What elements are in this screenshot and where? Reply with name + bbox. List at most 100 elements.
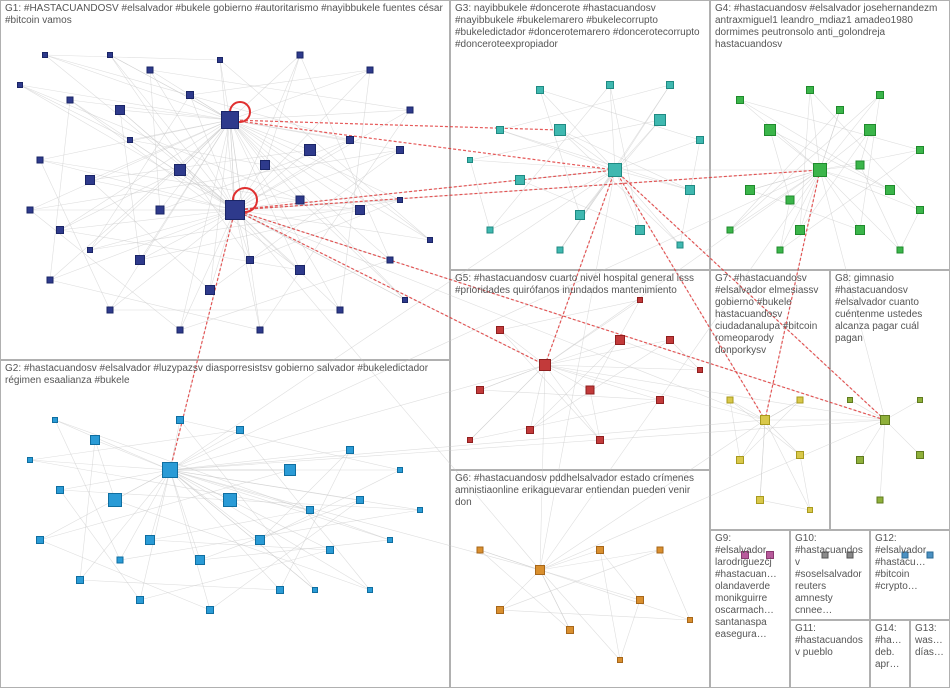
node-g1-33[interactable] (42, 52, 48, 58)
node-g2-5[interactable] (56, 486, 64, 494)
node-g6-2[interactable] (496, 606, 504, 614)
node-g6-3[interactable] (566, 626, 574, 634)
node-g5-9[interactable] (467, 437, 473, 443)
node-g6-5[interactable] (657, 547, 664, 554)
node-g1-35[interactable] (296, 196, 305, 205)
node-g10-0[interactable] (822, 552, 829, 559)
node-g1-19[interactable] (337, 307, 344, 314)
node-g1-32[interactable] (17, 82, 23, 88)
node-g3-14[interactable] (677, 242, 684, 249)
node-g1-13[interactable] (37, 157, 44, 164)
node-g4-16[interactable] (786, 196, 795, 205)
node-g1-3[interactable] (174, 164, 186, 176)
node-g1-14[interactable] (27, 207, 34, 214)
node-g2-6[interactable] (36, 536, 44, 544)
node-g3-10[interactable] (666, 81, 674, 89)
node-g1-8[interactable] (205, 285, 215, 295)
node-g5-2[interactable] (496, 326, 504, 334)
node-g2-2[interactable] (223, 493, 237, 507)
node-g2-21[interactable] (52, 417, 58, 423)
node-g4-17[interactable] (856, 161, 865, 170)
node-g7-6[interactable] (807, 507, 813, 513)
node-g1-36[interactable] (217, 57, 223, 63)
node-g5-5[interactable] (596, 436, 604, 444)
node-g2-14[interactable] (145, 535, 155, 545)
node-g5-6[interactable] (656, 396, 664, 404)
node-g4-4[interactable] (885, 185, 895, 195)
node-g5-0[interactable] (539, 359, 551, 371)
node-g2-27[interactable] (417, 507, 423, 513)
node-g4-9[interactable] (876, 91, 884, 99)
node-g7-2[interactable] (796, 451, 804, 459)
node-g4-7[interactable] (736, 96, 744, 104)
node-g2-25[interactable] (312, 587, 318, 593)
node-g7-0[interactable] (760, 415, 770, 425)
node-g3-12[interactable] (487, 227, 494, 234)
node-g1-18[interactable] (257, 327, 264, 334)
node-g1-24[interactable] (147, 67, 154, 74)
node-g1-38[interactable] (402, 297, 408, 303)
node-g2-26[interactable] (367, 587, 373, 593)
node-g3-8[interactable] (536, 86, 544, 94)
node-g5-10[interactable] (697, 367, 703, 373)
node-g7-3[interactable] (756, 496, 764, 504)
node-g6-7[interactable] (617, 657, 623, 663)
node-g1-25[interactable] (186, 91, 194, 99)
node-g1-12[interactable] (67, 97, 74, 104)
node-g2-23[interactable] (236, 426, 244, 434)
node-g12-0[interactable] (902, 552, 909, 559)
node-g1-39[interactable] (427, 237, 433, 243)
node-g4-6[interactable] (855, 225, 865, 235)
node-g1-4[interactable] (115, 105, 125, 115)
node-g7-4[interactable] (797, 397, 804, 404)
node-g4-1[interactable] (764, 124, 776, 136)
node-g1-37[interactable] (107, 52, 113, 58)
node-g4-5[interactable] (795, 225, 805, 235)
node-g5-11[interactable] (637, 297, 643, 303)
node-g1-21[interactable] (407, 107, 414, 114)
node-g1-17[interactable] (177, 327, 184, 334)
node-g12-1[interactable] (927, 552, 934, 559)
node-g4-15[interactable] (836, 106, 844, 114)
node-g3-7[interactable] (496, 126, 504, 134)
node-g1-29[interactable] (127, 137, 133, 143)
node-g2-3[interactable] (284, 464, 296, 476)
node-g3-3[interactable] (515, 175, 525, 185)
node-g1-7[interactable] (135, 255, 145, 265)
node-g5-4[interactable] (526, 426, 534, 434)
node-g1-34[interactable] (246, 256, 254, 264)
node-g3-13[interactable] (557, 247, 564, 254)
node-g2-0[interactable] (162, 462, 178, 478)
node-g1-30[interactable] (346, 136, 354, 144)
node-g5-1[interactable] (615, 335, 625, 345)
node-g7-5[interactable] (727, 397, 734, 404)
node-g5-7[interactable] (666, 336, 674, 344)
node-g3-6[interactable] (635, 225, 645, 235)
node-g1-16[interactable] (107, 307, 114, 314)
node-g4-10[interactable] (916, 146, 924, 154)
node-g2-1[interactable] (108, 493, 122, 507)
node-g5-3[interactable] (476, 386, 484, 394)
node-g1-28[interactable] (87, 247, 93, 253)
node-g4-13[interactable] (777, 247, 784, 254)
node-g1-26[interactable] (260, 160, 270, 170)
node-g4-0[interactable] (813, 163, 827, 177)
node-g6-0[interactable] (535, 565, 545, 575)
node-g2-17[interactable] (306, 506, 314, 514)
node-g2-22[interactable] (176, 416, 184, 424)
node-g2-12[interactable] (356, 496, 364, 504)
node-g1-2[interactable] (304, 144, 316, 156)
node-g9-0[interactable] (741, 551, 749, 559)
node-g2-18[interactable] (387, 537, 393, 543)
node-g3-5[interactable] (575, 210, 585, 220)
node-g4-2[interactable] (864, 124, 876, 136)
node-g1-9[interactable] (295, 265, 305, 275)
node-g1-22[interactable] (367, 67, 374, 74)
node-g2-13[interactable] (346, 446, 354, 454)
node-g2-10[interactable] (276, 586, 284, 594)
node-g1-6[interactable] (56, 226, 64, 234)
node-g2-19[interactable] (397, 467, 403, 473)
node-g8-0[interactable] (880, 415, 890, 425)
node-g10-1[interactable] (847, 552, 854, 559)
node-g3-1[interactable] (554, 124, 566, 136)
